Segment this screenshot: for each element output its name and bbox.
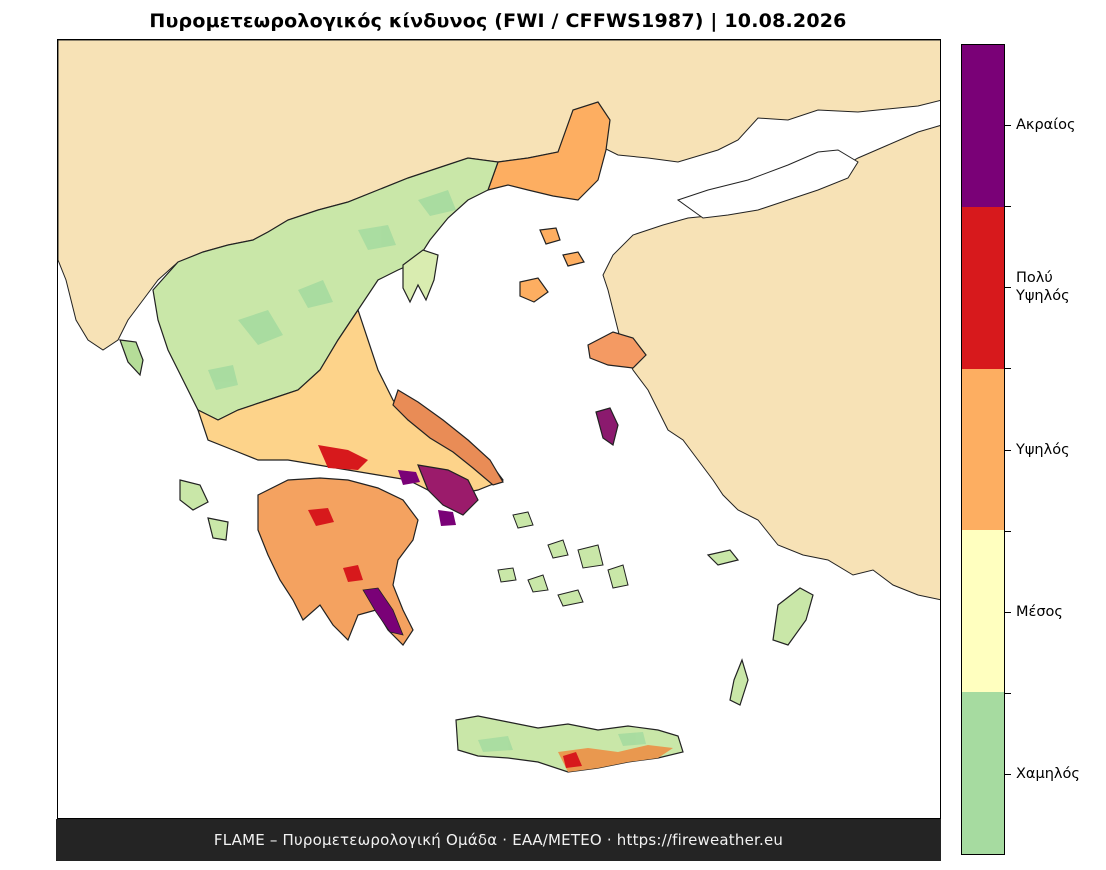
thrace-region [487,101,611,201]
legend-swatch-4 [962,692,1004,854]
lesvos [587,331,647,369]
footer-credit: FLAME – Πυρομετεωρολογική Ομάδα · ΕΑΑ/ME… [56,819,941,861]
fire-hotspots [308,445,456,582]
limnos [519,277,549,303]
low-risk-areas [208,190,646,752]
legend-boundary-tick [1005,692,1011,694]
legend-tick-1 [1005,287,1011,289]
legend-label-1: Πολύ Υψηλός [1016,270,1070,305]
legend-swatch-2 [962,368,1004,531]
legend-boundary-tick [1005,206,1011,208]
legend-boundary-tick [1005,368,1011,370]
cyclades [497,511,629,607]
legend-tick-3 [1005,611,1011,613]
legend-label-0: Ακραίος [1016,117,1076,134]
crete-east-hot [558,745,673,772]
kos [706,549,740,566]
fire-danger-map[interactable] [58,40,941,819]
legend-tick-4 [1005,773,1011,775]
legend-label-4: Χαμηλός [1016,765,1080,782]
karpathos [729,658,749,706]
halkidiki [402,249,439,304]
legend-tick-2 [1005,449,1011,451]
chios [595,407,619,446]
samothraki [562,251,585,267]
legend-swatch-0 [962,45,1004,207]
attica [417,464,479,516]
kefalonia [179,479,209,511]
legend-swatch-1 [962,206,1004,369]
legend-label-3: Μέσος [1016,603,1063,620]
crete-red-spots [563,752,582,768]
map-title: Πυρομετεωρολογικός κίνδυνος (FWI / CFFWS… [149,10,847,32]
legend-tick-0 [1005,125,1011,127]
legend-colorbar [961,44,1005,855]
laconia-hotspot [362,587,404,636]
corfu [119,339,144,377]
map-panel[interactable] [57,39,941,819]
legend-boundary-tick [1005,530,1011,532]
evia [392,389,504,486]
zakynthos [207,517,229,541]
legend-swatch-3 [962,530,1004,693]
marmara-sea [676,149,859,219]
rhodes [772,587,814,646]
legend-label-2: Υψηλός [1016,441,1070,458]
thasos [539,227,561,245]
